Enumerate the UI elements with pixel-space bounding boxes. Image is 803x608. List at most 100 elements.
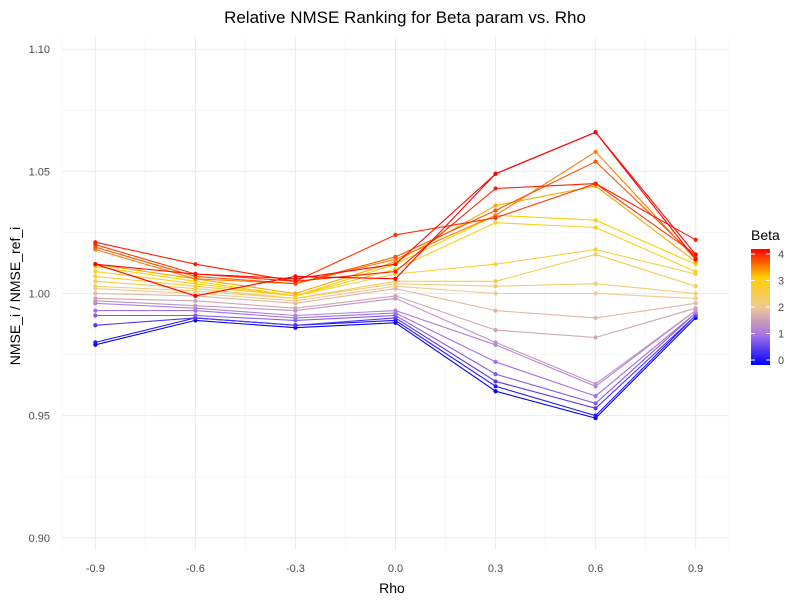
data-point xyxy=(193,293,198,299)
data-point xyxy=(593,149,598,154)
data-point xyxy=(493,384,498,389)
legend-tick-label: 1 xyxy=(778,329,784,341)
data-point xyxy=(593,247,598,252)
series-line-group xyxy=(93,293,698,340)
data-point xyxy=(93,279,98,284)
data-point xyxy=(393,254,398,259)
data-point xyxy=(493,340,498,345)
grid xyxy=(61,37,730,550)
data-point xyxy=(93,262,98,267)
data-point xyxy=(493,171,498,176)
data-point xyxy=(493,186,498,191)
data-point xyxy=(493,389,498,394)
data-point xyxy=(193,303,198,308)
data-point xyxy=(293,306,298,311)
data-point xyxy=(393,262,398,267)
data-point xyxy=(693,284,698,289)
data-point xyxy=(293,291,298,296)
data-point xyxy=(493,279,498,284)
data-point xyxy=(593,381,598,386)
data-point xyxy=(93,291,98,296)
series-group xyxy=(93,130,698,421)
data-point xyxy=(593,335,598,340)
data-point xyxy=(293,323,298,328)
x-tick-label: 0.3 xyxy=(488,563,503,575)
data-point xyxy=(593,413,598,418)
legend-title: Beta xyxy=(751,227,780,243)
data-point xyxy=(593,225,598,230)
x-axis-title: Rho xyxy=(379,580,405,596)
data-point xyxy=(593,401,598,406)
data-point xyxy=(593,130,598,135)
legend-ticks: 0 1 2 3 4 xyxy=(751,249,784,367)
data-point xyxy=(593,291,598,296)
data-point xyxy=(493,284,498,289)
data-point xyxy=(293,313,298,318)
y-axis-title: NMSE_i / NMSE_ref_i xyxy=(7,227,23,365)
series-line-group xyxy=(93,130,698,299)
data-point xyxy=(393,293,398,299)
data-point xyxy=(93,274,98,279)
data-point xyxy=(693,257,698,262)
legend-tick-label: 2 xyxy=(778,302,784,314)
data-point xyxy=(493,262,498,267)
data-point xyxy=(693,291,698,296)
data-point xyxy=(493,372,498,377)
legend-tick-label: 4 xyxy=(778,249,784,261)
data-point xyxy=(493,328,498,333)
y-tick-label: 1.00 xyxy=(29,289,50,301)
legend-colorbar xyxy=(751,249,770,365)
x-tick-label: 0.6 xyxy=(588,563,603,575)
data-point xyxy=(693,306,698,311)
data-point xyxy=(193,298,198,303)
data-point xyxy=(593,252,598,257)
chart-title: Relative NMSE Ranking for Beta param vs.… xyxy=(224,8,586,27)
y-tick-label: 1.05 xyxy=(29,166,50,178)
data-point xyxy=(393,269,398,274)
x-tick-label: -0.3 xyxy=(286,563,305,575)
data-point xyxy=(193,313,198,318)
data-point xyxy=(593,406,598,411)
data-point xyxy=(493,220,498,225)
axes: -0.9 -0.6 -0.3 0.0 0.3 0.6 0.9 0.90 0.95 1.00 1.05… xyxy=(29,44,704,575)
data-point xyxy=(593,315,598,321)
data-point xyxy=(593,218,598,223)
data-point xyxy=(493,359,498,364)
data-point xyxy=(693,269,698,274)
data-point xyxy=(93,340,98,345)
y-tick-label: 1.10 xyxy=(29,44,50,56)
x-tick-label: 0.9 xyxy=(688,563,703,575)
x-tick-label: 0.0 xyxy=(388,563,403,575)
data-point xyxy=(693,252,698,257)
data-point xyxy=(493,308,498,313)
data-point xyxy=(93,284,98,289)
x-tick-label: -0.6 xyxy=(186,563,205,575)
data-point xyxy=(593,281,598,286)
data-point xyxy=(493,215,498,220)
data-point xyxy=(593,159,598,164)
data-point xyxy=(93,269,98,274)
data-point xyxy=(93,323,98,328)
data-point xyxy=(493,208,498,213)
data-point xyxy=(693,296,698,301)
data-point xyxy=(393,308,398,313)
data-point xyxy=(493,203,498,208)
legend-tick-label: 0 xyxy=(778,355,784,367)
data-point xyxy=(293,274,298,279)
x-tick-label: -0.9 xyxy=(86,563,105,575)
series-line-group xyxy=(93,281,698,301)
data-point xyxy=(693,301,698,306)
series-line-group xyxy=(93,308,698,399)
data-point xyxy=(693,237,698,242)
legend-tick-label: 3 xyxy=(778,276,784,288)
y-tick-label: 0.90 xyxy=(29,533,50,545)
data-point xyxy=(593,394,598,399)
y-tick-label: 0.95 xyxy=(29,411,50,423)
data-point xyxy=(493,379,498,384)
data-point xyxy=(93,240,98,245)
legend: Beta 0 1 2 3 4 xyxy=(751,227,784,367)
data-point xyxy=(93,296,98,301)
data-point xyxy=(393,276,398,281)
